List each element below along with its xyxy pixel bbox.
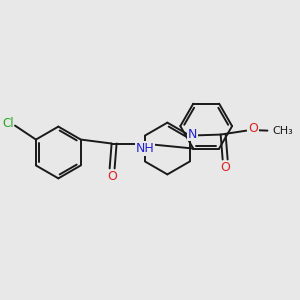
Text: N: N — [188, 128, 197, 141]
Text: O: O — [220, 161, 230, 174]
Text: O: O — [248, 122, 258, 135]
Text: NH: NH — [136, 142, 154, 155]
Text: CH₃: CH₃ — [272, 126, 293, 136]
Text: Cl: Cl — [2, 117, 14, 130]
Text: O: O — [107, 170, 117, 183]
